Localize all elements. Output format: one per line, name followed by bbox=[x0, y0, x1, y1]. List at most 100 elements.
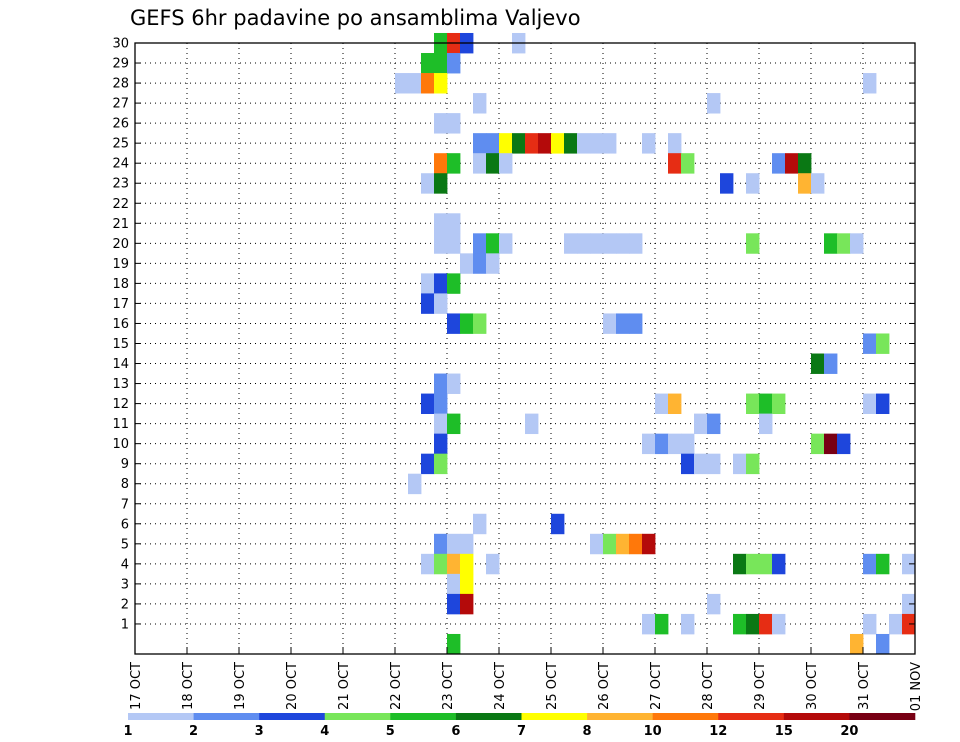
y-tick-label: 2 bbox=[121, 597, 129, 612]
heatmap-cell bbox=[720, 173, 734, 194]
heatmap-cell bbox=[694, 453, 708, 475]
heatmap-cell bbox=[746, 553, 760, 575]
legend-label: 12 bbox=[709, 724, 727, 739]
x-tick-label: 17 OCT bbox=[129, 662, 144, 710]
heatmap-cell bbox=[447, 553, 461, 575]
heatmap-cell bbox=[447, 273, 461, 294]
heatmap-cell bbox=[408, 473, 422, 495]
legend-label: 5 bbox=[386, 724, 395, 739]
heatmap-cell bbox=[447, 573, 461, 595]
heatmap-cell bbox=[577, 133, 591, 154]
heatmap-cell bbox=[902, 613, 916, 635]
heatmap-cell bbox=[707, 593, 721, 615]
heatmap-cell bbox=[421, 53, 435, 74]
legend-label: 4 bbox=[320, 724, 329, 739]
heatmap-cell bbox=[486, 153, 500, 174]
heatmap-cell bbox=[694, 413, 708, 435]
heatmap-cell bbox=[434, 173, 448, 194]
y-tick-label: 8 bbox=[121, 477, 129, 492]
heatmap-cell bbox=[876, 633, 890, 655]
y-tick-label: 27 bbox=[112, 97, 129, 112]
y-tick-label: 6 bbox=[121, 517, 129, 532]
heatmap-cell bbox=[486, 133, 500, 154]
heatmap-cell bbox=[447, 633, 461, 655]
heatmap-cell bbox=[447, 113, 461, 134]
legend-swatch bbox=[849, 713, 916, 720]
chart-title: GEFS 6hr padavine po ansamblima Valjevo bbox=[130, 6, 581, 30]
heatmap-cell bbox=[447, 313, 461, 334]
heatmap-cell bbox=[850, 233, 864, 254]
legend-swatch bbox=[193, 713, 260, 720]
heatmap-cell bbox=[759, 553, 773, 575]
heatmap-cell bbox=[629, 233, 643, 254]
y-tick-label: 29 bbox=[112, 57, 129, 72]
x-tick-label: 30 OCT bbox=[805, 662, 820, 710]
heatmap-cell bbox=[902, 593, 916, 615]
heatmap-cell bbox=[499, 153, 513, 174]
heatmap-cell bbox=[655, 613, 669, 635]
heatmap-cell bbox=[642, 133, 656, 154]
y-tick-label: 16 bbox=[112, 317, 129, 332]
heatmap-cell bbox=[473, 253, 487, 274]
legend-swatch bbox=[783, 713, 850, 720]
heatmap-cell bbox=[538, 133, 552, 154]
heatmap-cell bbox=[447, 153, 461, 174]
heatmap-cell bbox=[603, 133, 617, 154]
heatmap-cell bbox=[473, 513, 487, 535]
plot-frame bbox=[134, 42, 916, 655]
heatmap-cell bbox=[850, 633, 864, 655]
y-tick-label: 15 bbox=[112, 337, 129, 352]
heatmap-cell bbox=[460, 553, 474, 575]
heatmap-cell bbox=[863, 73, 877, 94]
heatmap-cell bbox=[421, 393, 435, 415]
heatmap-cell bbox=[863, 553, 877, 575]
heatmap-cell bbox=[590, 533, 604, 555]
heatmap-cell bbox=[473, 153, 487, 174]
y-tick-label: 28 bbox=[112, 77, 129, 92]
heatmap-cell bbox=[733, 453, 747, 475]
heatmap-cell bbox=[564, 133, 578, 154]
heatmap-cell bbox=[421, 273, 435, 294]
y-tick-label: 20 bbox=[112, 237, 129, 252]
legend-label: 10 bbox=[644, 724, 662, 739]
heatmap-cell bbox=[668, 133, 682, 154]
heatmap-cell bbox=[603, 533, 617, 555]
y-tick-label: 5 bbox=[121, 537, 129, 552]
y-tick-label: 30 bbox=[112, 37, 129, 52]
heatmap-cell bbox=[434, 113, 448, 134]
heatmap-cell bbox=[746, 613, 760, 635]
heatmap-cell bbox=[811, 173, 825, 194]
heatmap-cell bbox=[447, 53, 461, 74]
heatmap-cell bbox=[824, 433, 838, 455]
heatmap-cell bbox=[876, 393, 890, 415]
heatmap-cell bbox=[603, 313, 617, 334]
heatmap-cell bbox=[772, 153, 786, 174]
y-axis-labels: 1234567891011121314151617181920212223242… bbox=[112, 37, 129, 633]
y-tick-label: 22 bbox=[112, 197, 129, 212]
heatmap-cell bbox=[629, 533, 643, 555]
y-tick-label: 13 bbox=[112, 377, 129, 392]
heatmap-cell bbox=[837, 233, 851, 254]
y-tick-label: 3 bbox=[121, 577, 129, 592]
heatmap-cell bbox=[434, 413, 448, 435]
heatmap-cell bbox=[434, 73, 448, 94]
heatmap-cell bbox=[746, 393, 760, 415]
heatmap-cell bbox=[434, 233, 448, 254]
heatmap-cell bbox=[798, 153, 812, 174]
heatmap-cell bbox=[876, 553, 890, 575]
heatmap-cell bbox=[746, 453, 760, 475]
heatmap-cell bbox=[486, 233, 500, 254]
heatmap-cell bbox=[447, 373, 461, 394]
heatmap-cell bbox=[642, 613, 656, 635]
heatmap-cell bbox=[902, 553, 916, 575]
heatmap-cell bbox=[759, 413, 773, 435]
heatmap-cell bbox=[408, 73, 422, 94]
y-tick-label: 7 bbox=[121, 497, 129, 512]
heatmap-cell bbox=[421, 453, 435, 475]
legend-label: 6 bbox=[451, 724, 460, 739]
x-tick-label: 20 OCT bbox=[285, 662, 300, 710]
heatmap-cell bbox=[447, 533, 461, 555]
heatmap-cell bbox=[863, 333, 877, 354]
heatmap-cell bbox=[759, 613, 773, 635]
